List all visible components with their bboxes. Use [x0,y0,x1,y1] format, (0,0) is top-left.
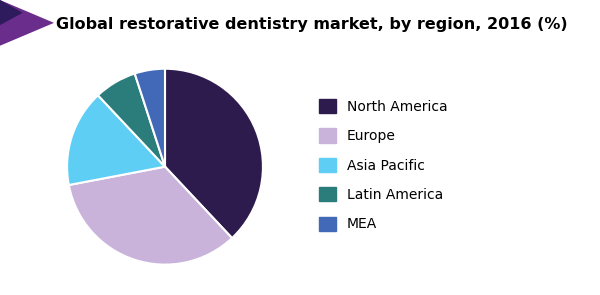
Wedge shape [98,73,165,167]
Legend: North America, Europe, Asia Pacific, Latin America, MEA: North America, Europe, Asia Pacific, Lat… [319,99,448,231]
Wedge shape [165,69,263,238]
Text: Global restorative dentistry market, by region, 2016 (%): Global restorative dentistry market, by … [56,17,568,32]
Wedge shape [69,167,232,265]
Polygon shape [0,0,54,46]
Wedge shape [67,95,165,185]
Wedge shape [135,69,165,167]
Polygon shape [0,0,23,25]
